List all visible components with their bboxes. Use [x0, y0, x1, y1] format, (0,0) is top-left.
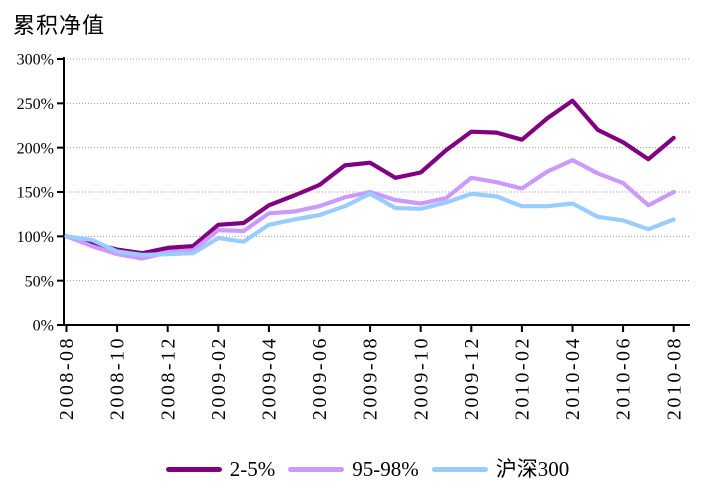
x-axis-label: 2009-10	[410, 336, 432, 420]
x-axis-label: 2010-06	[613, 336, 635, 420]
legend-swatch-95-98	[288, 466, 345, 472]
x-axis-label-group: 2008-08	[56, 336, 78, 420]
gridlines	[64, 58, 690, 282]
legend-item-2-5: 2-5%	[165, 456, 276, 481]
series-line-0	[64, 98, 676, 256]
x-axis-label-group: 2010-06	[613, 336, 635, 420]
legend-label-2-5: 2-5%	[229, 456, 276, 481]
x-axis-ticks	[65, 325, 675, 332]
legend-swatch-2-5	[165, 466, 222, 472]
y-axis-label: 300%	[17, 52, 54, 69]
series-lines	[64, 98, 676, 261]
x-axis-label-group: 2009-12	[461, 336, 483, 420]
legend-item-95-98: 95-98%	[288, 456, 419, 481]
x-axis-label-group: 2009-02	[208, 336, 230, 420]
legend-label-95-98: 95-98%	[352, 456, 419, 481]
x-axis-label: 2008-12	[157, 336, 179, 420]
chart-legend: 2-5% 95-98% 沪深300	[0, 455, 705, 483]
x-axis-label-group: 2010-02	[512, 336, 534, 420]
x-axis-label-group: 2010-08	[663, 336, 685, 420]
x-axis-label: 2008-10	[107, 336, 129, 420]
x-axis-label-group: 2009-04	[259, 336, 281, 420]
x-axis-label: 2009-06	[309, 336, 331, 420]
legend-swatch-hs300	[431, 466, 488, 472]
x-axis-label-group: 2010-04	[562, 336, 584, 420]
legend-item-hs300: 沪深300	[431, 456, 570, 481]
x-axis-label-group: 2009-08	[360, 336, 382, 420]
x-axis-label: 2009-08	[360, 336, 382, 420]
x-axis-label: 2009-02	[208, 336, 230, 420]
x-axis-labels: 2008-08 2008-10 2008-12 2009-02 2009-04 2009-…	[56, 336, 685, 420]
series-line-2	[64, 191, 676, 258]
y-axis-ticks	[57, 58, 64, 326]
x-axis-label: 2009-12	[461, 336, 483, 420]
y-axis-label: 100%	[17, 229, 54, 246]
x-axis-label: 2009-04	[259, 336, 281, 420]
chart-title: 累积净值	[13, 13, 106, 38]
legend-label-hs300: 沪深300	[495, 456, 570, 481]
y-axis-label: 250%	[17, 96, 54, 113]
y-axis-label: 200%	[17, 140, 54, 157]
x-axis-label: 2010-02	[512, 336, 534, 420]
x-axis-label: 2010-04	[562, 336, 584, 420]
x-axis-label-group: 2008-10	[107, 336, 129, 420]
y-axis-label: 0%	[33, 318, 54, 335]
y-axis-label: 150%	[17, 185, 54, 202]
x-axis-label-group: 2009-06	[309, 336, 331, 420]
x-axis-label-group: 2009-10	[410, 336, 432, 420]
y-axis-label: 50%	[25, 273, 54, 290]
x-axis-label: 2008-08	[56, 336, 78, 420]
x-axis-label-group: 2008-12	[157, 336, 179, 420]
y-axis-labels: 0% 50% 100% 150% 200% 250% 300%	[17, 52, 54, 335]
x-axis-label: 2010-08	[663, 336, 685, 420]
